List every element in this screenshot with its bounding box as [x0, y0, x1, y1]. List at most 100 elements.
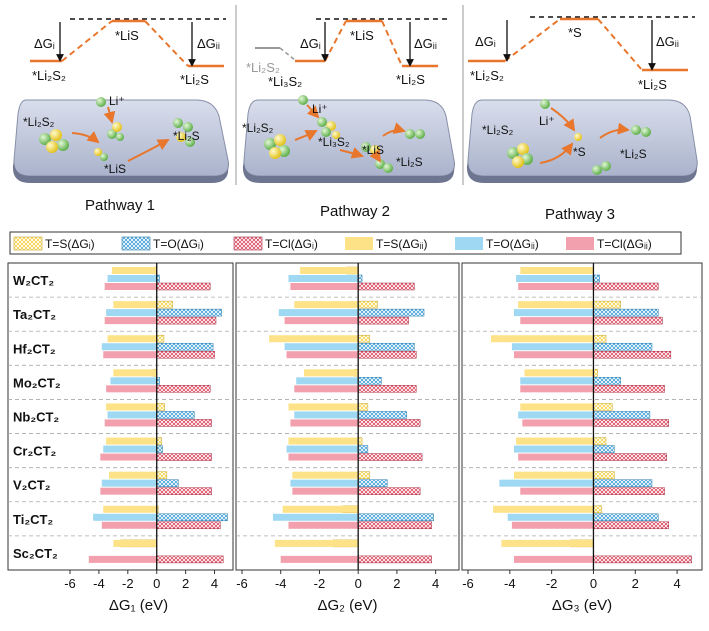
pathway-1-level-end: *Li₂S [180, 72, 209, 87]
bar-o-ii [296, 377, 359, 385]
bar-o-ii [514, 309, 594, 317]
pathway-2-dg-ii: ΔGᵢᵢ [414, 36, 437, 51]
bar-cl-ii [514, 555, 594, 563]
bar-s-ii [524, 369, 594, 377]
bar-cl-ii [522, 419, 594, 427]
bar-cl-i [357, 555, 433, 564]
category-label: Cr₂CT₂ [13, 444, 57, 459]
bar-o-i [593, 274, 600, 283]
legend-label: T=O(ΔGᵢᵢ) [486, 237, 539, 251]
bar-cl-ii [292, 487, 359, 495]
x-tick-label: 0 [153, 576, 160, 591]
category-label: Ti₂CT₂ [13, 512, 53, 527]
x-axis-label: ΔG₁ (eV) [109, 597, 168, 614]
bar-s-ii [103, 505, 157, 513]
legend-item-s-i: T=S(ΔGᵢ) [13, 236, 95, 251]
bar-cl-i [357, 487, 421, 495]
category-label: V₂CT₂ [13, 478, 51, 493]
x-tick-label: -4 [93, 576, 105, 591]
bar-s-i [156, 334, 165, 343]
bar-s-ii [109, 471, 157, 479]
bar-cl-i [156, 282, 211, 291]
bar-o-ii [272, 513, 359, 521]
bar-s-ii [520, 267, 594, 274]
bar-o-ii [101, 343, 157, 351]
legend-item-cl-i: T=Cl(ΔGᵢ) [233, 236, 318, 251]
x-tick-label: 0 [590, 576, 597, 591]
bar-cl-ii [100, 487, 157, 495]
pathway-3-surface-li: Li⁺ [539, 114, 555, 128]
bar-o-ii [514, 445, 594, 453]
legend-label: T=Cl(ΔGᵢᵢ) [597, 237, 652, 251]
bar-s-i [357, 334, 371, 343]
bar-cl-ii [290, 283, 359, 290]
bar-s-ii [516, 437, 594, 445]
bar-s-i [593, 334, 607, 343]
bar-o-ii [107, 275, 157, 282]
pathway-3: ΔGᵢ ΔGᵢᵢ *S *Li₂S₂ *Li₂S *Li₂S₂ Li⁺ *S *… [466, 16, 698, 223]
x-tick-label: 4 [673, 576, 680, 591]
bar-s-ii [288, 437, 359, 445]
pathway-2-surface-li3s2: *Li₃S₂ [318, 135, 350, 149]
bar-o-i [156, 342, 214, 351]
bar-cl-i [357, 350, 417, 359]
bar-cl-i [593, 350, 672, 359]
bar-s-ii [514, 471, 594, 479]
x-axis-label: ΔG₃ (eV) [552, 597, 612, 614]
legend-item-o-ii: T=O(ΔGᵢᵢ) [455, 237, 539, 251]
bar-cl-i [156, 521, 221, 530]
bar-o-i [357, 308, 425, 317]
bar-s-ii [518, 301, 594, 309]
bar-s-ii [106, 437, 157, 445]
legend-label: T=O(ΔGᵢ) [153, 237, 204, 251]
bar-o-i [593, 411, 651, 419]
panel-frame [235, 262, 460, 571]
bar-cl-ii [88, 555, 157, 563]
legend-label: T=S(ΔGᵢ) [45, 237, 95, 251]
panel-frame [7, 262, 234, 571]
category-label: W₂CT₂ [13, 273, 54, 288]
bar-cl-ii [101, 521, 157, 529]
legend-item-cl-ii: T=Cl(ΔGᵢᵢ) [566, 237, 652, 251]
bar-cl-ii [103, 351, 157, 359]
bar-o-i [357, 479, 388, 487]
category-label: Nb₂CT₂ [13, 410, 59, 425]
bar-s-ii [113, 539, 157, 547]
bar-o-ii [511, 343, 594, 351]
bar-o-i [156, 513, 228, 522]
bar-cl-i [357, 316, 409, 325]
bar-cl-ii [106, 385, 157, 393]
bar-cl-i [156, 453, 212, 461]
bar-s-i [357, 403, 369, 411]
bar-s-i [156, 300, 173, 309]
panel-1: -6 -4 -2 0 2 4 ΔG₁ (eV) [7, 262, 234, 614]
pathway-2-surface-lis: *LiS [362, 143, 384, 157]
bar-s-ii [282, 505, 359, 513]
bar-s-ii [292, 471, 359, 479]
pathway-3-level-mid: *S [568, 25, 582, 40]
x-tick-label: -2 [314, 576, 326, 591]
bar-s-ii [491, 335, 594, 343]
bar-s-i [156, 403, 165, 411]
bar-s-ii [113, 301, 157, 309]
bar-cl-i [357, 453, 423, 461]
x-tick-label: 4 [211, 576, 218, 591]
pathway-1-level-mid: *LiS [115, 28, 139, 43]
panel-3: -6 -4 -2 0 2 4 ΔG₃ (eV) [461, 262, 703, 614]
bar-o-i [156, 411, 195, 419]
bar-cl-ii [520, 317, 594, 325]
legend-item-o-i: T=O(ΔGᵢ) [121, 236, 204, 251]
bar-o-i [593, 342, 653, 351]
pathway-1: ΔGᵢ ΔGᵢᵢ *LiS *Li₂S₂ *Li₂S *Li₂S₂ Li⁺ *L… [12, 18, 229, 214]
bar-o-i [156, 479, 179, 487]
panel-2: -6 -4 -2 0 2 4 ΔG₂ (eV) [235, 262, 460, 614]
bar-s-i [357, 471, 371, 479]
bar-cl-i [593, 419, 669, 427]
x-tick-label: -4 [504, 576, 516, 591]
pathway-2-surface-li2s: *Li₂S [396, 155, 423, 169]
pathway-2-dg-i: ΔGᵢ [300, 36, 321, 51]
pathway-2-level-pre: *Li₂S₂ [246, 60, 280, 75]
bar-o-i [593, 445, 615, 453]
bar-cl-ii [100, 453, 157, 461]
bar-cl-ii [284, 317, 359, 325]
